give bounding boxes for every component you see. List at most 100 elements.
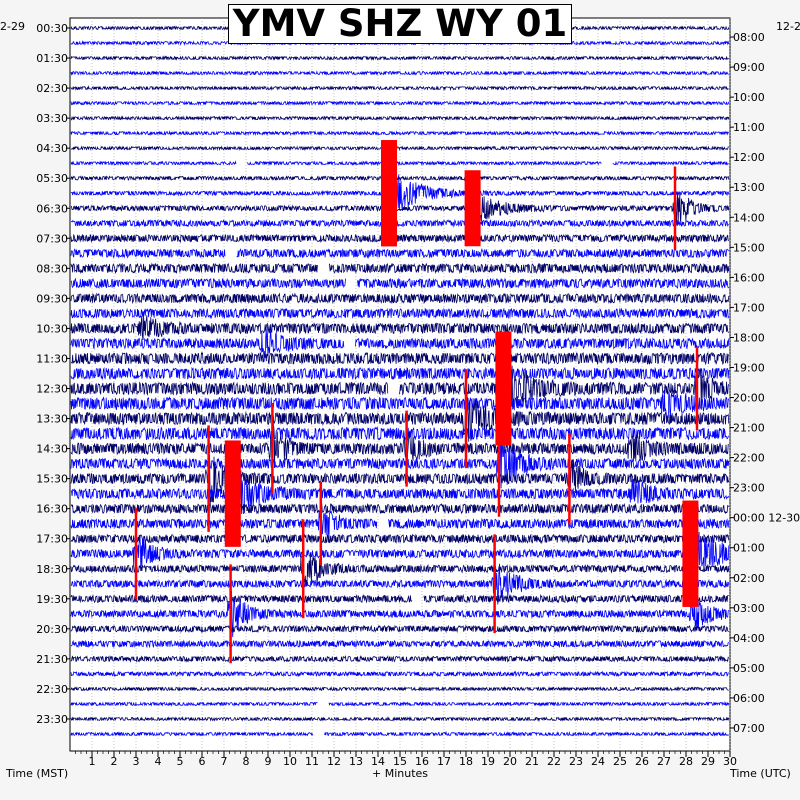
trace-row (70, 366, 730, 381)
right-time-label: 18:00 (733, 331, 765, 344)
x-tick-label: 15 (393, 755, 407, 768)
x-axis-title: + Minutes (372, 767, 429, 780)
trace-row (70, 563, 730, 608)
x-tick-label: 16 (415, 755, 429, 768)
x-tick-label: 21 (525, 755, 539, 768)
trace-row (70, 502, 730, 515)
right-time-label: 13:00 (733, 181, 765, 194)
x-tick-label: 1 (89, 755, 96, 768)
event-clip-block (224, 440, 241, 547)
left-time-label: 00:30 (36, 22, 68, 35)
right-time-label: 00:00 12-30 (733, 512, 800, 525)
left-time-label: 19:30 (36, 593, 68, 606)
left-time-label: 16:30 (36, 503, 68, 516)
trace-row (70, 145, 729, 152)
x-tick-label: 26 (635, 755, 649, 768)
x-tick-label: 29 (701, 755, 715, 768)
trace-row (70, 85, 729, 92)
left-time-label: 01:30 (36, 52, 68, 65)
trace-row (70, 423, 729, 468)
x-tick-label: 28 (679, 755, 693, 768)
trace-row (70, 426, 730, 441)
trace-row (70, 130, 729, 137)
trace-row (70, 639, 729, 649)
trace-row (70, 533, 730, 545)
left-time-label: 06:30 (36, 202, 68, 215)
right-time-label: 15:00 (733, 241, 765, 254)
trace-row (70, 170, 730, 219)
left-time-label: 11:30 (36, 352, 68, 365)
date-label-right: 12-2 (776, 20, 800, 33)
left-time-label: 20:30 (36, 623, 68, 636)
trace-row (70, 624, 729, 634)
trace-row (70, 233, 729, 244)
trace-row (70, 100, 730, 107)
left-time-label: 10:30 (36, 322, 68, 335)
x-tick-label: 5 (177, 755, 184, 768)
event-clip-block (464, 170, 481, 247)
left-time-label: 15:30 (36, 473, 68, 486)
right-time-label: 09:00 (733, 61, 765, 74)
x-tick-label: 24 (591, 755, 605, 768)
right-time-label: 03:00 (733, 602, 765, 615)
trace-row (70, 262, 730, 275)
x-tick-label: 7 (221, 755, 228, 768)
trace-row (70, 328, 730, 362)
x-tick-label: 25 (613, 755, 627, 768)
right-time-label: 06:00 (733, 692, 765, 705)
event-clip-block (381, 140, 397, 247)
right-time-label: 01:00 (733, 542, 765, 555)
x-tick-label: 22 (547, 755, 561, 768)
left-time-label: 08:30 (36, 262, 68, 275)
trace-row (70, 468, 730, 514)
left-time-label: 18:30 (36, 563, 68, 576)
x-tick-label: 11 (305, 755, 319, 768)
x-tick-label: 8 (243, 755, 250, 768)
trace-row (70, 351, 730, 366)
x-tick-label: 13 (349, 755, 363, 768)
right-time-label: 04:00 (733, 632, 765, 645)
trace-row (70, 363, 730, 413)
right-time-label: 20:00 (733, 392, 765, 405)
trace-row (70, 528, 730, 576)
x-tick-label: 20 (503, 755, 517, 768)
right-time-label: 08:00 (733, 31, 765, 44)
axes: 1 2 3 4 5 6 7 8 9 10 11 12 13 14 15 16 17 18 19 20 21 22 23 24 2… (36, 22, 800, 768)
x-tick-label: 17 (437, 755, 451, 768)
left-time-label: 23:30 (36, 713, 68, 726)
trace-row (70, 248, 730, 259)
left-time-label: 09:30 (36, 292, 68, 305)
right-time-label: 21:00 (733, 422, 765, 435)
trace-row (70, 191, 730, 225)
x-tick-label: 10 (283, 755, 297, 768)
trace-row (70, 175, 730, 182)
x-tick-label: 30 (723, 755, 737, 768)
x-tick-label: 6 (199, 755, 206, 768)
trace-row (70, 552, 730, 596)
x-tick-label: 18 (459, 755, 473, 768)
left-time-label: 07:30 (36, 232, 68, 245)
right-time-label: 17:00 (733, 301, 765, 314)
right-time-label: 11:00 (733, 121, 765, 134)
right-time-label: 07:00 (733, 722, 765, 735)
trace-row (70, 654, 730, 663)
trace-row (70, 115, 730, 122)
trace-row (70, 160, 730, 167)
x-tick-label: 19 (481, 755, 495, 768)
right-time-label: 12:00 (733, 151, 765, 164)
trace-row (70, 277, 730, 290)
trace-row (70, 315, 730, 340)
right-time-label: 10:00 (733, 91, 765, 104)
right-axis-title: Time (UTC) (730, 767, 791, 780)
trace-row (70, 509, 730, 544)
left-time-label: 13:30 (36, 413, 68, 426)
right-time-label: 14:00 (733, 211, 765, 224)
right-time-label: 05:00 (733, 662, 765, 675)
x-tick-label: 9 (265, 755, 272, 768)
trace-row (70, 55, 729, 62)
trace-row (70, 70, 729, 76)
left-time-label: 12:30 (36, 383, 68, 396)
event-clip-block (682, 500, 699, 607)
right-time-label: 22:00 (733, 452, 765, 465)
